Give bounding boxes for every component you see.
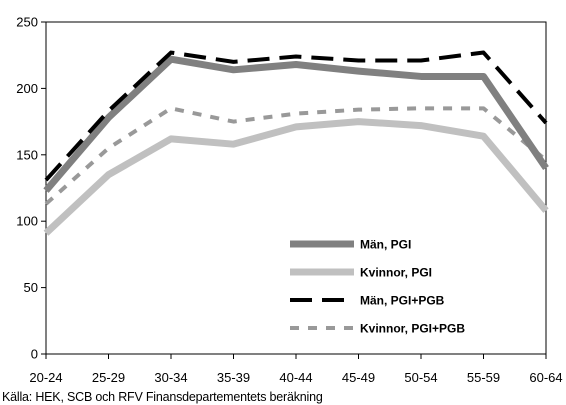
source-note: Källa: HEK, SCB och RFV Finansdepartemen… (2, 390, 323, 404)
y-tick-label: 50 (24, 280, 38, 295)
x-tick-label: 40-44 (279, 370, 312, 385)
y-tick-label: 0 (31, 347, 38, 362)
x-tick-label: 45-49 (342, 370, 375, 385)
chart-axes: 0 50 100 150 200 250 20-24 25-29 30-34 35-39 40-44… (16, 15, 562, 386)
legend-label: Kvinnor, PGI+PGB (360, 322, 465, 336)
series-line-3 (44, 106, 548, 206)
x-tick-label: 30-34 (154, 370, 187, 385)
x-tick-label: 25-29 (92, 370, 125, 385)
y-tick-label: 200 (16, 81, 38, 96)
legend-label: Män, PGI+PGB (360, 294, 445, 308)
y-tick-label: 150 (16, 147, 38, 162)
legend-label: Män, PGI (360, 238, 411, 252)
x-tick-label: 35-39 (217, 370, 250, 385)
y-tick-label: 250 (16, 15, 38, 30)
x-tick-label: 50-54 (404, 370, 437, 385)
chart-legend: Män, PGI Kvinnor, PGI Män, PGI+PGB Kvinnor,… (290, 238, 465, 336)
x-tick-label: 20-24 (29, 370, 62, 385)
x-tick-label: 60-64 (529, 370, 562, 385)
chart-series (43, 50, 549, 236)
y-tick-label: 100 (16, 214, 38, 229)
series-line-1 (43, 118, 549, 236)
x-tick-label: 55-59 (467, 370, 500, 385)
legend-label: Kvinnor, PGI (360, 266, 432, 280)
plot-frame (45, 21, 547, 355)
series-line-2 (44, 50, 548, 182)
